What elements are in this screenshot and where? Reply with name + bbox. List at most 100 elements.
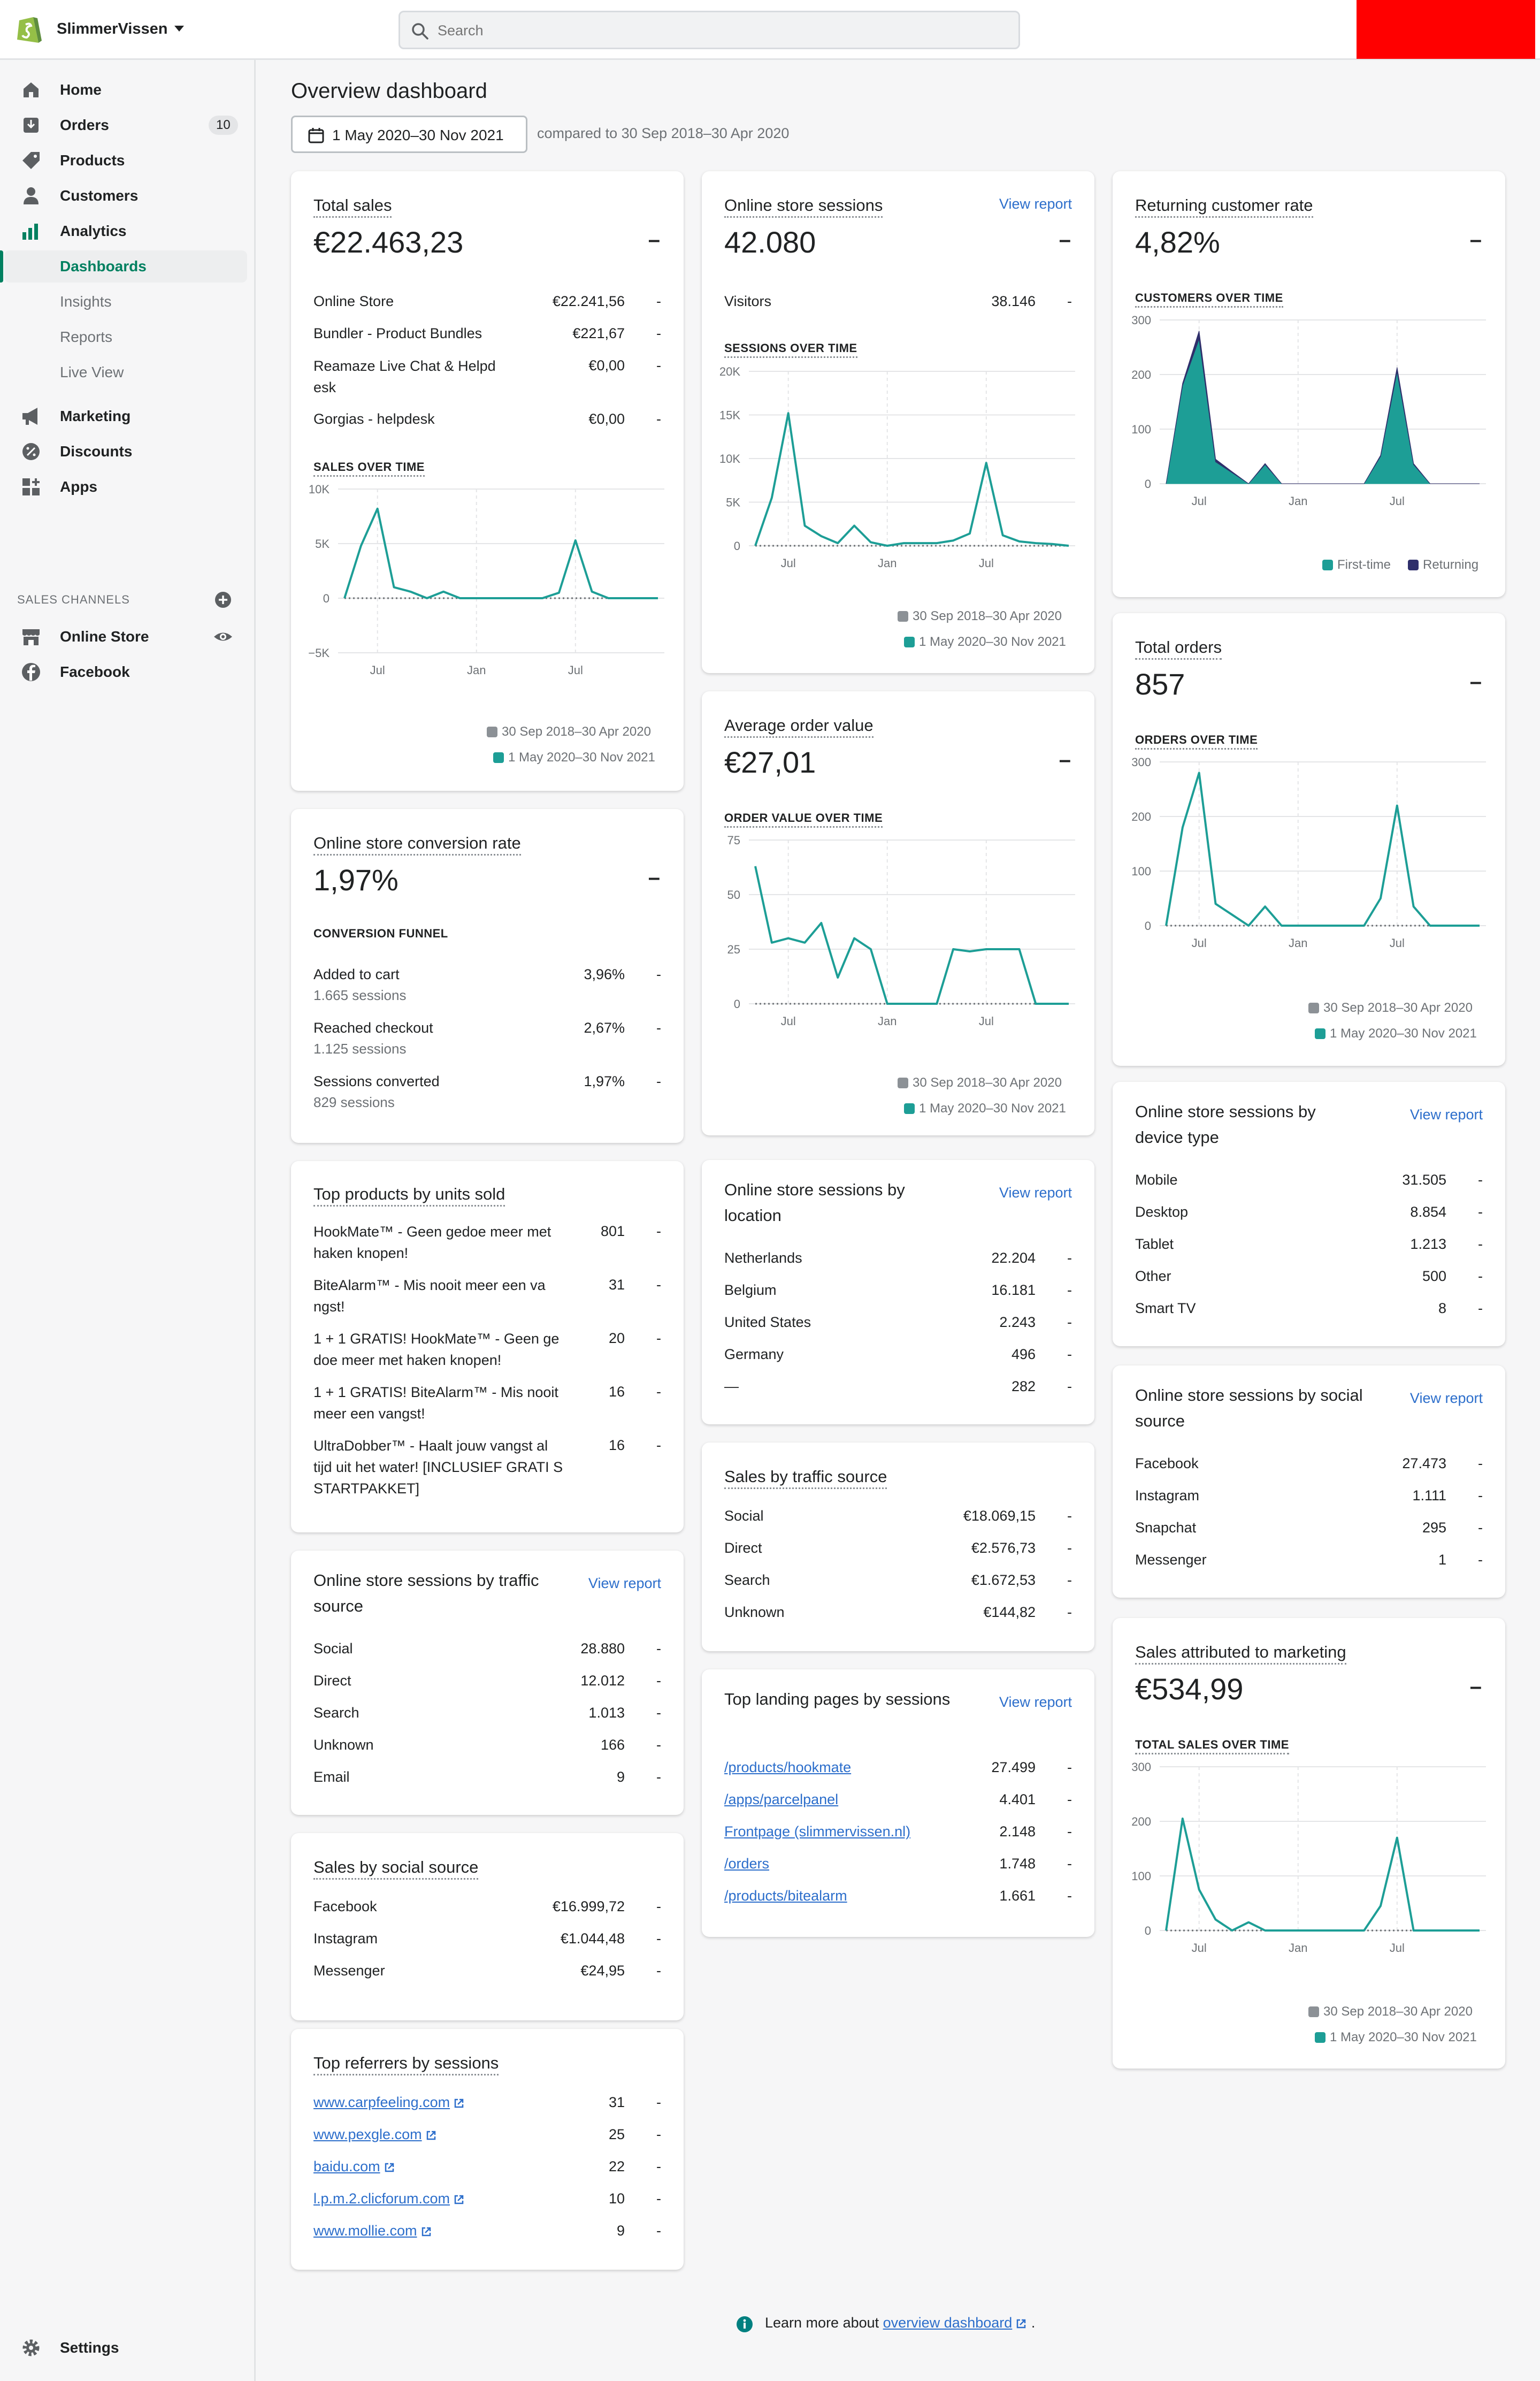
row-change: - xyxy=(656,1223,661,1239)
card-title[interactable]: Total orders xyxy=(1135,638,1222,660)
link-text[interactable]: www.carpfeeling.com xyxy=(313,2094,450,2110)
view-report-link[interactable]: View report xyxy=(1409,1106,1483,1123)
table-row: Email 9 - xyxy=(313,1767,661,1788)
landing-page-link[interactable]: /orders xyxy=(724,1856,770,1872)
y-tick-label: 300 xyxy=(1131,1760,1151,1774)
add-channel-icon[interactable] xyxy=(214,591,232,609)
change-indicator: – xyxy=(1469,228,1482,251)
x-tick-label: Jul xyxy=(370,663,385,677)
card-value: 4,82% xyxy=(1135,225,1220,259)
chart-title[interactable]: TOTAL SALES OVER TIME xyxy=(1135,1738,1289,1754)
view-report-link[interactable]: View report xyxy=(588,1575,661,1591)
row-value: 1.111 xyxy=(1412,1487,1446,1504)
sidebar-item-label: Customers xyxy=(60,187,139,204)
row-value: 1,97% xyxy=(584,1073,625,1089)
list-item: BiteAlarm™ - Mis nooit meer een va ngst!… xyxy=(313,1275,661,1315)
card-title[interactable]: Sales by social source xyxy=(313,1858,479,1880)
date-range-picker[interactable]: 1 May 2020–30 Nov 2021 xyxy=(291,116,527,153)
sidebar: Home Orders 10 Products Customers Analyt… xyxy=(0,60,256,2381)
legend-first-time: First-time xyxy=(1322,558,1391,573)
change-indicator: – xyxy=(1059,748,1071,772)
store-name[interactable]: SlimmerVissen xyxy=(57,20,168,37)
row-label: Reamaze Live Chat & Helpd esk xyxy=(313,358,496,395)
row-value: 31 xyxy=(608,1277,625,1293)
table-row: www.carpfeeling.com 31 - xyxy=(313,2092,661,2113)
card-title[interactable]: Sales by traffic source xyxy=(724,1467,887,1489)
search-input[interactable] xyxy=(438,20,1005,41)
sidebar-item-home[interactable]: Home xyxy=(0,74,256,106)
card-title[interactable]: Total sales xyxy=(313,196,392,218)
legend-swatch xyxy=(487,727,497,737)
chevron-down-icon[interactable] xyxy=(174,26,184,32)
card-title[interactable]: Online store sessions by social source xyxy=(1135,1386,1363,1430)
referrer-link[interactable]: www.carpfeeling.com xyxy=(313,2092,465,2113)
sidebar-item-discounts[interactable]: Discounts xyxy=(0,436,256,468)
link-text[interactable]: l.p.m.2.clicforum.com xyxy=(313,2191,450,2207)
view-report-link[interactable]: View report xyxy=(999,196,1072,212)
link-text[interactable]: www.pexgle.com xyxy=(313,2126,422,2142)
y-tick-label: 25 xyxy=(727,943,740,956)
sidebar-item-dashboards[interactable]: Dashboards xyxy=(0,250,247,283)
y-tick-label: 0 xyxy=(734,539,740,553)
row-label: Direct xyxy=(724,1540,762,1556)
card-title[interactable]: Sales attributed to marketing xyxy=(1135,1643,1346,1665)
sidebar-item-online-store[interactable]: Online Store xyxy=(0,621,256,653)
chart-title[interactable]: SESSIONS OVER TIME xyxy=(724,341,857,358)
row-change: - xyxy=(1478,1552,1483,1568)
sidebar-item-insights[interactable]: Insights xyxy=(0,286,256,318)
card-title[interactable]: Returning customer rate xyxy=(1135,196,1313,218)
chart-title[interactable]: SALES OVER TIME xyxy=(313,460,425,477)
chart-title[interactable]: ORDER VALUE OVER TIME xyxy=(724,811,883,828)
sidebar-item-orders[interactable]: Orders 10 xyxy=(0,109,256,141)
y-tick-label: 100 xyxy=(1131,1869,1151,1883)
funnel-title: CONVERSION FUNNEL xyxy=(313,927,448,940)
card-title[interactable]: Online store sessions xyxy=(724,196,883,218)
legend-label: 30 Sep 2018–30 Apr 2020 xyxy=(1323,1001,1473,1015)
row-value: 22.204 xyxy=(991,1250,1036,1266)
info-icon xyxy=(737,2316,753,2332)
referrer-link[interactable]: www.mollie.com xyxy=(313,2220,432,2241)
landing-page-link[interactable]: /products/hookmate xyxy=(724,1759,852,1775)
search-bar[interactable] xyxy=(399,11,1020,49)
landing-page-link[interactable]: /apps/parcelpanel xyxy=(724,1791,839,1807)
card-title[interactable]: Online store sessions by device type xyxy=(1135,1102,1316,1147)
row-label: BiteAlarm™ - Mis nooit meer een va ngst! xyxy=(313,1277,546,1315)
home-icon xyxy=(24,82,39,97)
card-title[interactable]: Average order value xyxy=(724,716,874,738)
sidebar-item-apps[interactable]: Apps xyxy=(0,471,256,503)
card-title[interactable]: Top referrers by sessions xyxy=(313,2054,499,2075)
shopify-logo-icon[interactable] xyxy=(15,13,43,45)
change-indicator: – xyxy=(648,228,660,251)
card-title[interactable]: Top products by units sold xyxy=(313,1185,505,1207)
view-report-link[interactable]: View report xyxy=(999,1185,1072,1201)
sidebar-item-live-view[interactable]: Live View xyxy=(0,356,256,388)
link-text[interactable]: www.mollie.com xyxy=(313,2223,417,2239)
view-report-link[interactable]: View report xyxy=(1409,1390,1483,1406)
view-report-link[interactable]: View report xyxy=(999,1694,1072,1710)
eye-icon[interactable] xyxy=(213,627,233,647)
store-icon xyxy=(22,629,40,645)
referrer-link[interactable]: www.pexgle.com xyxy=(313,2124,437,2145)
card-title[interactable]: Online store conversion rate xyxy=(313,834,521,856)
link-text[interactable]: baidu.com xyxy=(313,2158,380,2174)
overview-dashboard-link[interactable]: overview dashboard xyxy=(883,2315,1013,2331)
sidebar-item-marketing[interactable]: Marketing xyxy=(0,400,256,432)
sidebar-item-reports[interactable]: Reports xyxy=(0,321,256,353)
card-title[interactable]: Online store sessions by location xyxy=(724,1180,905,1225)
order-value-over-time-chart: 75 50 25 0 Jul Jan Jul xyxy=(727,834,1075,1028)
referrer-link[interactable]: l.p.m.2.clicforum.com xyxy=(313,2188,465,2209)
card-title[interactable]: Online store sessions by traffic source xyxy=(313,1571,539,1615)
sidebar-item-settings[interactable]: Settings xyxy=(0,2332,256,2364)
referrer-link[interactable]: baidu.com xyxy=(313,2156,395,2177)
chart-title[interactable]: ORDERS OVER TIME xyxy=(1135,733,1258,750)
sidebar-item-label: Orders xyxy=(60,117,109,133)
total-sales-card: Total sales €22.463,23 – Online Store €22… xyxy=(291,171,684,791)
sidebar-item-products[interactable]: Products xyxy=(0,144,256,177)
landing-page-link[interactable]: Frontpage (slimmervissen.nl) xyxy=(724,1823,911,1840)
sidebar-item-customers[interactable]: Customers xyxy=(0,180,256,212)
chart-title[interactable]: CUSTOMERS OVER TIME xyxy=(1135,291,1283,308)
sidebar-item-facebook[interactable]: Facebook xyxy=(0,656,256,688)
card-title[interactable]: Top landing pages by sessions xyxy=(724,1690,951,1708)
landing-page-link[interactable]: /products/bitealarm xyxy=(724,1888,847,1904)
sidebar-item-analytics[interactable]: Analytics xyxy=(0,215,256,247)
